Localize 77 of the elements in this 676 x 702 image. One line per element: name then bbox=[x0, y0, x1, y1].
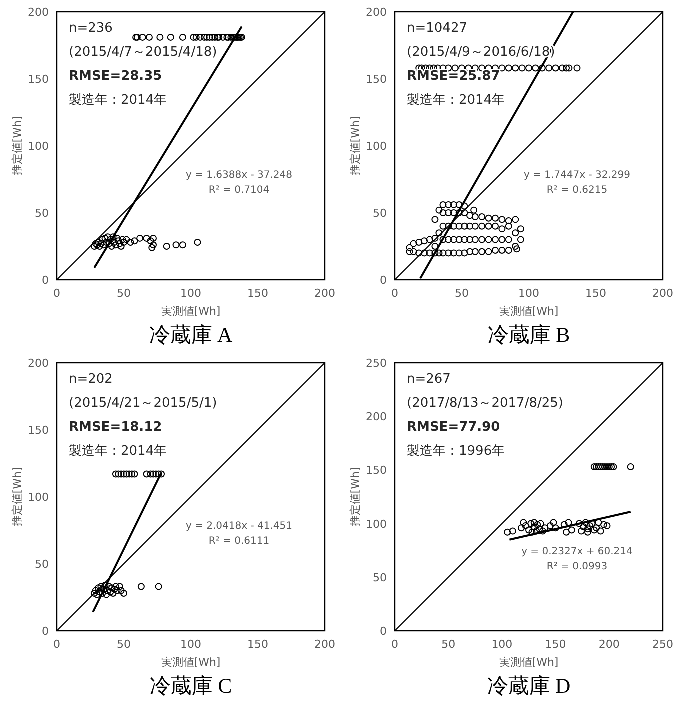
y-tick-label: 150 bbox=[28, 73, 49, 86]
annotation: y = 0.2327x + 60.214 bbox=[522, 546, 633, 558]
text: 冷蔵庫 D bbox=[487, 674, 571, 698]
y-tick-label: 150 bbox=[28, 424, 49, 437]
text: 冷蔵庫 A bbox=[149, 323, 234, 347]
x-axis-title: 実測値[Wh] bbox=[161, 656, 221, 669]
x-tick-label: 150 bbox=[586, 287, 606, 300]
x-tick-label: 200 bbox=[652, 287, 674, 300]
annotation: y = 1.6388x - 37.248 bbox=[186, 170, 293, 182]
y-tick-label: 100 bbox=[366, 518, 387, 531]
y-tick-label: 0 bbox=[42, 274, 49, 287]
x-tick-label: 50 bbox=[117, 287, 131, 300]
annotation: n=267 bbox=[407, 372, 451, 387]
x-tick-label: 100 bbox=[518, 287, 540, 300]
x-tick-label: 150 bbox=[248, 287, 268, 300]
annotation: 製造年：2014年 bbox=[69, 444, 168, 459]
x-axis-title: 実測値[Wh] bbox=[499, 305, 559, 318]
annotation: (2017/8/13～2017/8/25) bbox=[407, 396, 564, 411]
x-tick-label: 50 bbox=[455, 287, 469, 300]
x-tick-label: 200 bbox=[314, 638, 336, 651]
x-axis-title: 実測値[Wh] bbox=[161, 305, 221, 318]
y-tick-label: 100 bbox=[366, 140, 387, 153]
x-tick-label: 150 bbox=[248, 638, 268, 651]
annotation: RMSE=77.90 bbox=[407, 420, 500, 435]
annotation: R² = 0.7104 bbox=[208, 185, 270, 196]
y-tick-label: 50 bbox=[373, 207, 387, 220]
x-tick-label: 50 bbox=[442, 638, 456, 651]
x-tick-label: 100 bbox=[492, 638, 513, 651]
annotation: 製造年：1996年 bbox=[407, 444, 506, 459]
x-tick-label: 0 bbox=[392, 287, 398, 300]
annotation: (2015/4/21～2015/5/1) bbox=[69, 396, 218, 411]
x-tick-label: 100 bbox=[180, 638, 202, 651]
x-tick-label: 200 bbox=[598, 638, 620, 651]
y-tick-label: 150 bbox=[366, 73, 387, 86]
y-tick-label: 200 bbox=[366, 410, 387, 424]
text: 冷蔵庫 C bbox=[150, 674, 232, 698]
annotation: y = 2.0418x - 41.451 bbox=[186, 521, 293, 532]
y-axis-title: 推定値[Wh] bbox=[11, 467, 24, 527]
x-tick-label: 0 bbox=[54, 638, 60, 651]
y-axis-title: 推定値[Wh] bbox=[11, 116, 24, 176]
annotation: RMSE=25.87 bbox=[407, 69, 500, 84]
y-tick-label: 0 bbox=[380, 625, 387, 638]
x-tick-label: 0 bbox=[392, 638, 398, 651]
annotation: n=236 bbox=[69, 21, 113, 36]
y-tick-label: 0 bbox=[42, 625, 49, 638]
y-tick-label: 50 bbox=[373, 571, 387, 584]
y-tick-label: 50 bbox=[35, 558, 49, 571]
annotation: n=202 bbox=[69, 372, 113, 387]
annotation: RMSE=28.35 bbox=[69, 69, 162, 84]
annotation: n=10427 bbox=[407, 21, 468, 36]
y-tick-label: 150 bbox=[366, 464, 387, 478]
annotation: (2015/4/7～2015/4/18) bbox=[69, 45, 218, 60]
y-tick-label: 50 bbox=[35, 207, 49, 220]
y-axis-title: 推定値[Wh] bbox=[349, 467, 362, 527]
annotation: 製造年：2014年 bbox=[69, 93, 168, 108]
annotation: RMSE=18.12 bbox=[69, 420, 162, 435]
y-tick-label: 0 bbox=[380, 274, 387, 287]
y-tick-label: 200 bbox=[28, 6, 49, 19]
y-tick-label: 200 bbox=[366, 6, 387, 19]
annotation: y = 1.7447x - 32.299 bbox=[524, 170, 631, 182]
y-tick-label: 100 bbox=[28, 491, 49, 504]
annotation: R² = 0.6111 bbox=[208, 536, 270, 548]
y-axis-title: 推定値[Wh] bbox=[349, 116, 362, 176]
annotation: R² = 0.6215 bbox=[546, 185, 608, 196]
annotation: R² = 0.0993 bbox=[546, 561, 608, 572]
text: 冷蔵庫 B bbox=[488, 323, 570, 347]
x-tick-label: 50 bbox=[117, 638, 131, 651]
y-tick-label: 200 bbox=[28, 357, 49, 370]
annotation: 製造年：2014年 bbox=[407, 93, 506, 108]
x-axis-title: 実測値[Wh] bbox=[499, 656, 559, 669]
x-tick-label: 100 bbox=[180, 287, 202, 300]
x-tick-label: 0 bbox=[54, 287, 60, 300]
x-tick-label: 200 bbox=[314, 287, 336, 300]
y-tick-label: 250 bbox=[366, 357, 387, 370]
y-tick-label: 100 bbox=[28, 140, 49, 153]
x-tick-label: 150 bbox=[545, 638, 566, 651]
x-tick-label: 250 bbox=[652, 638, 674, 651]
